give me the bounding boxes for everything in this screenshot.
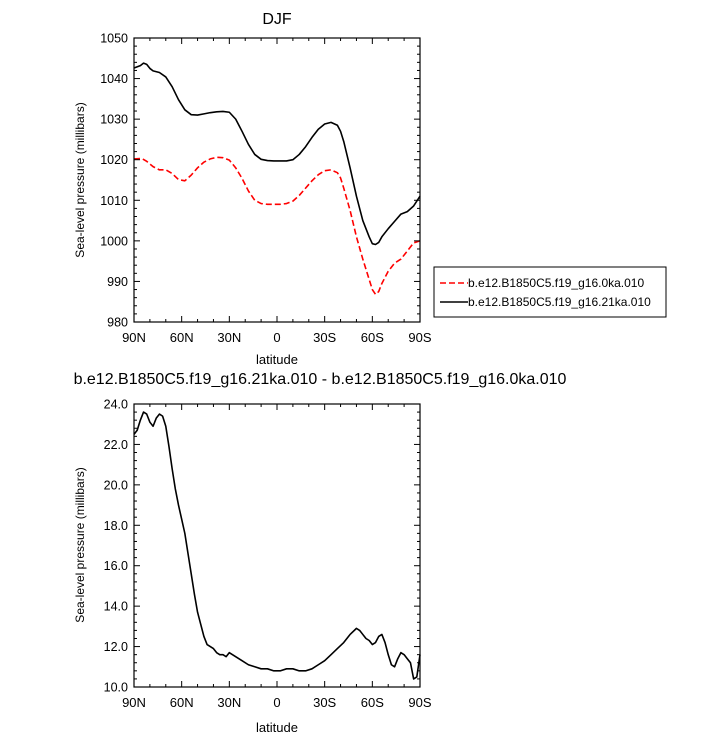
bottom-chart-panel: b.e12.B1850C5.f19_g16.21ka.010 - b.e12.B…	[73, 371, 567, 735]
bottom-series-group	[133, 411, 421, 680]
top-y-tick-label: 1010	[100, 194, 128, 208]
top-y-tick-label: 1050	[100, 32, 128, 46]
bottom-x-tick-label: 30S	[313, 695, 336, 710]
top-y-tick-label: 1030	[100, 113, 128, 127]
top-y-tick-label: 980	[107, 316, 128, 330]
legend: b.e12.B1850C5.f19_g16.0ka.010 b.e12.B185…	[433, 266, 667, 318]
top-x-tick-label: 30N	[217, 330, 241, 345]
top-chart-title: DJF	[262, 11, 292, 28]
top-axes-group: 90N 60N 30N 0 30S 60S 90S 980 990 1000 1010 1020 103…	[100, 32, 432, 346]
top-y-axis-label: Sea-level pressure (millibars)	[73, 102, 87, 257]
bottom-y-tick-label: 10.0	[104, 681, 128, 695]
top-chart-panel: DJF 90N 60N 30N 0 30S 60S 90S 980 990 1000 1010 102…	[73, 11, 432, 367]
bottom-series-line-0	[133, 411, 421, 680]
top-series-line-1	[133, 62, 421, 246]
bottom-y-axis-label: Sea-level pressure (millibars)	[73, 467, 87, 622]
top-x-axis-label: latitude	[256, 352, 298, 367]
bottom-x-tick-label: 0	[273, 695, 280, 710]
top-x-tick-label: 90S	[408, 330, 431, 345]
bottom-x-tick-label: 90N	[122, 695, 146, 710]
top-y-tick-label: 1020	[100, 153, 128, 167]
bottom-y-tick-label: 22.0	[104, 438, 128, 452]
bottom-x-axis-label: latitude	[256, 720, 298, 735]
top-x-tick-label: 0	[273, 330, 280, 345]
top-y-tick-label: 1000	[100, 234, 128, 248]
bottom-y-tick-label: 18.0	[104, 519, 128, 533]
top-y-tick-label: 1040	[100, 72, 128, 86]
top-y-tick-label: 990	[107, 275, 128, 289]
top-x-tick-label: 30S	[313, 330, 336, 345]
top-plot-frame	[133, 37, 421, 323]
bottom-plot-frame	[133, 403, 421, 688]
bottom-y-tick-label: 12.0	[104, 640, 128, 654]
top-series-line-0	[133, 156, 421, 296]
legend-label-0ka: b.e12.B1850C5.f19_g16.0ka.010	[468, 276, 644, 290]
bottom-x-tick-label: 30N	[217, 695, 241, 710]
bottom-y-tick-label: 24.0	[104, 398, 128, 412]
top-x-tick-label: 60N	[170, 330, 194, 345]
bottom-y-tick-label: 16.0	[104, 559, 128, 573]
bottom-chart-title: b.e12.B1850C5.f19_g16.21ka.010 - b.e12.B…	[74, 371, 567, 388]
top-series-group	[133, 62, 421, 296]
bottom-x-tick-label: 60S	[361, 695, 384, 710]
bottom-x-tick-label: 90S	[408, 695, 431, 710]
legend-label-21ka: b.e12.B1850C5.f19_g16.21ka.010	[468, 295, 651, 309]
top-x-tick-label: 60S	[361, 330, 384, 345]
bottom-y-tick-label: 20.0	[104, 478, 128, 492]
bottom-axes-group: 90N 60N 30N 0 30S 60S 90S 10.0 12.0 14.0 16.0 18.0 2…	[104, 398, 432, 711]
legend-box	[433, 266, 667, 318]
top-x-tick-label: 90N	[122, 330, 146, 345]
bottom-y-tick-label: 14.0	[104, 600, 128, 614]
bottom-x-tick-label: 60N	[170, 695, 194, 710]
